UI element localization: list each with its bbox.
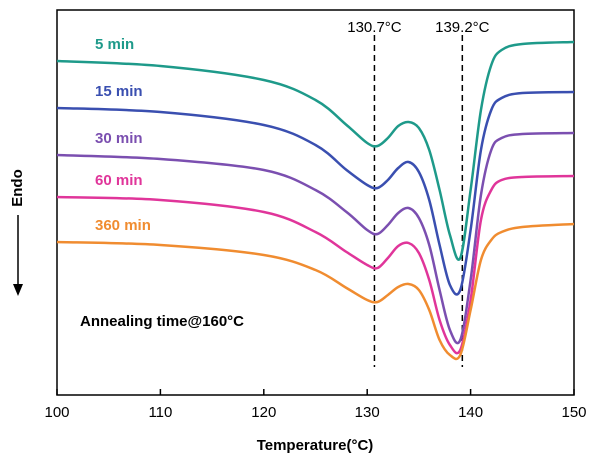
reference-label: 130.7°C <box>347 19 402 36</box>
x-tick-label: 140 <box>458 404 483 421</box>
series-line <box>56 40 575 261</box>
legend-label: 30 min <box>95 130 143 147</box>
x-axis-title: Temperature(°C) <box>257 437 374 454</box>
endo-arrowhead <box>13 284 23 296</box>
x-tick-label: 150 <box>561 404 586 421</box>
x-tick-label: 100 <box>44 404 69 421</box>
x-tick-label: 110 <box>148 404 172 421</box>
legend-label: 360 min <box>95 217 151 234</box>
annotation: Annealing time@160°C <box>80 313 244 330</box>
plot-frame <box>56 9 575 396</box>
legend-label: 15 min <box>95 83 143 100</box>
series-line <box>56 131 575 345</box>
legend-label: 60 min <box>95 172 143 189</box>
series-line <box>56 222 575 361</box>
x-tick-label: 130 <box>355 404 380 421</box>
series-line <box>56 90 575 296</box>
reference-label: 139.2°C <box>435 19 490 36</box>
legend-label: 5 min <box>95 36 134 53</box>
series-line <box>56 174 575 355</box>
y-axis-title: Endo <box>9 169 26 207</box>
x-tick-label: 120 <box>251 404 276 421</box>
